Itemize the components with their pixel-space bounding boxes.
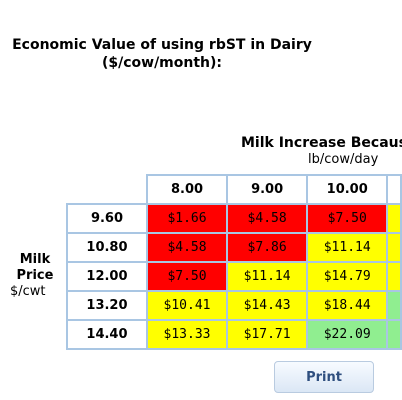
column-header: 10.00 — [306, 174, 389, 205]
value-cell: $14.79 — [306, 261, 389, 292]
value-cell: $17.71 — [226, 319, 309, 350]
column-header-clipped — [386, 174, 402, 205]
value-cell-clipped — [386, 319, 402, 350]
value-cell: $1.66 — [145, 203, 229, 234]
value-cell: $10.41 — [145, 290, 229, 321]
value-cell-clipped — [386, 232, 402, 263]
row-axis-label-line2: Price — [16, 268, 54, 283]
row-axis-label: Milk Price $/cwt — [4, 252, 66, 300]
row-axis-unit: $/cwt — [10, 284, 46, 299]
value-cell: $4.58 — [226, 203, 309, 234]
row-header: 14.40 — [66, 319, 148, 350]
value-cell: $11.14 — [306, 232, 389, 263]
page-title: Economic Value of using rbST in Dairy ($… — [0, 36, 324, 72]
table-row: 12.00 $7.50 $11.14 $14.79 — [66, 261, 402, 292]
table-row: 14.40 $13.33 $17.71 $22.09 — [66, 319, 402, 350]
value-cell: $14.43 — [226, 290, 309, 321]
grid-corner — [67, 175, 147, 204]
title-line-1: Economic Value of using rbST in Dairy — [12, 37, 312, 53]
value-cell: $7.86 — [226, 232, 309, 263]
column-axis-label: Milk Increase Becaus — [241, 135, 402, 151]
value-cell: $13.33 — [145, 319, 229, 350]
row-axis-label-line1: Milk — [19, 252, 51, 267]
column-header: 8.00 — [145, 174, 229, 205]
table-row: 9.60 $1.66 $4.58 $7.50 — [66, 203, 402, 234]
row-header: 13.20 — [66, 290, 148, 321]
value-cell: $7.50 — [306, 203, 389, 234]
value-cell: $18.44 — [306, 290, 389, 321]
value-cell-clipped — [386, 261, 402, 292]
value-cell: $22.09 — [306, 319, 389, 350]
title-line-2: ($/cow/month): — [101, 55, 223, 71]
row-header: 10.80 — [66, 232, 148, 263]
value-grid: 8.00 9.00 10.00 9.60 $1.66 $4.58 $7.50 1… — [66, 174, 402, 350]
value-cell-clipped — [386, 203, 402, 234]
value-cell: $4.58 — [145, 232, 229, 263]
column-header: 9.00 — [226, 174, 309, 205]
table-row: 13.20 $10.41 $14.43 $18.44 — [66, 290, 402, 321]
table-row: 10.80 $4.58 $7.86 $11.14 — [66, 232, 402, 263]
row-header: 9.60 — [66, 203, 148, 234]
value-cell: $11.14 — [226, 261, 309, 292]
row-header: 12.00 — [66, 261, 148, 292]
print-button[interactable]: Print — [274, 361, 374, 393]
value-cell-clipped — [386, 290, 402, 321]
column-header-row: 8.00 9.00 10.00 — [67, 174, 402, 205]
value-cell: $7.50 — [145, 261, 229, 292]
column-axis-unit: lb/cow/day — [308, 152, 379, 167]
